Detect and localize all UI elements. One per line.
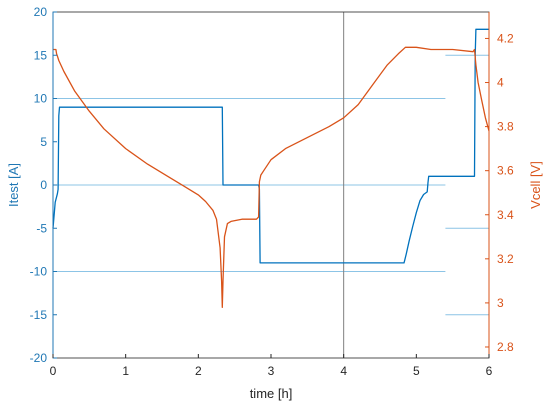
left-tick-label: 20 bbox=[34, 5, 48, 19]
left-axis-label: Itest [A] bbox=[6, 163, 21, 207]
x-axis: 0 1 2 3 4 5 6 bbox=[50, 354, 493, 378]
right-axis-label: Vcell [V] bbox=[528, 161, 543, 209]
right-tick-label: 4 bbox=[497, 76, 504, 90]
x-axis-label: time [h] bbox=[250, 386, 293, 401]
left-tick-label: -5 bbox=[36, 221, 47, 235]
right-tick-label: 4.2 bbox=[497, 31, 514, 45]
left-tick-label: 10 bbox=[34, 92, 48, 106]
left-y-axis: -20 -15 -10 -5 0 5 10 15 20 bbox=[30, 5, 57, 365]
left-tick-label: -20 bbox=[30, 351, 48, 365]
left-tick-label: 0 bbox=[40, 178, 47, 192]
right-tick-label: 3.8 bbox=[497, 120, 514, 134]
right-tick-label: 3.4 bbox=[497, 208, 514, 222]
x-tick-label: 3 bbox=[268, 364, 275, 378]
x-tick-label: 0 bbox=[50, 364, 57, 378]
series-line-itest bbox=[52, 28, 489, 264]
x-tick-label: 4 bbox=[340, 364, 347, 378]
series-group bbox=[52, 28, 490, 308]
series-line-vcell bbox=[53, 46, 490, 308]
right-tick-label: 3.6 bbox=[497, 164, 514, 178]
right-tick-label: 3.2 bbox=[497, 252, 514, 266]
left-tick-label: -15 bbox=[30, 308, 48, 322]
left-tick-label: -10 bbox=[30, 265, 48, 279]
x-tick-label: 6 bbox=[486, 364, 493, 378]
x-tick-label: 1 bbox=[122, 364, 129, 378]
right-tick-label: 3 bbox=[497, 296, 504, 310]
left-tick-label: 5 bbox=[40, 135, 47, 149]
right-y-axis: 2.8 3 3.2 3.4 3.6 3.8 4 4.2 bbox=[485, 12, 514, 358]
x-tick-label: 2 bbox=[195, 364, 202, 378]
right-tick-label: 2.8 bbox=[497, 340, 514, 354]
x-tick-label: 5 bbox=[413, 364, 420, 378]
left-tick-label: 15 bbox=[34, 48, 48, 62]
